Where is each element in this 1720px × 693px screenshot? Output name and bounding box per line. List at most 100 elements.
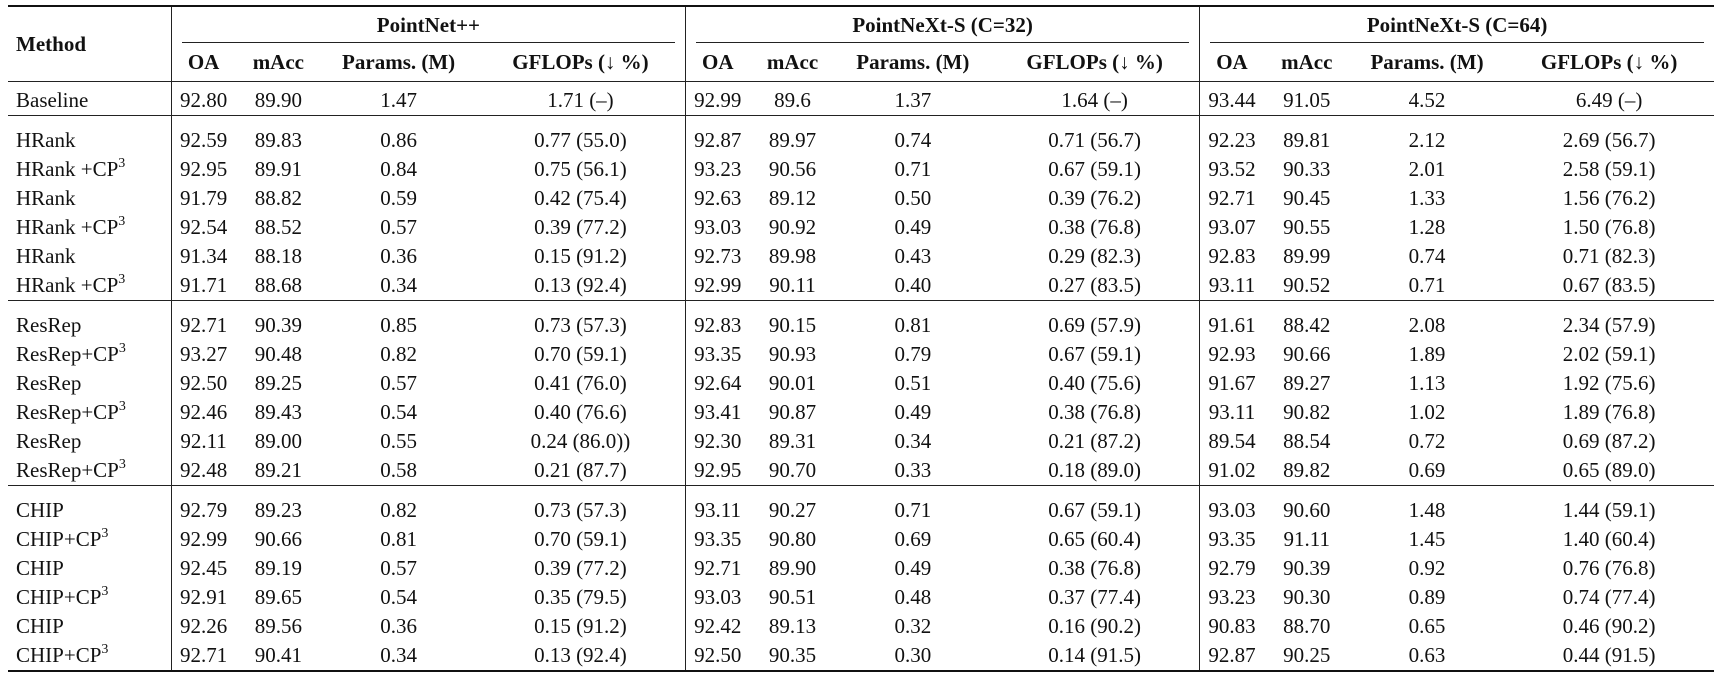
value-cell: 92.11: [170, 427, 236, 456]
value-cell: 0.71: [894, 157, 932, 181]
method-cell: HRank: [8, 242, 171, 271]
value-cell: 92.99: [685, 81, 750, 116]
value-cell: 93.27: [170, 340, 236, 369]
value-cell: 89.65: [254, 585, 302, 609]
table-row: HRank +CP3 91.71 88.68 0.34 0.13 (92.4) 92.99…: [8, 271, 1714, 301]
value-cell: 88.42: [1283, 313, 1331, 337]
value-cell: 0.70 (59.1): [534, 342, 627, 366]
value-cell: 92.99: [170, 525, 236, 554]
value-cell: 1.56 (76.2): [1562, 186, 1656, 210]
value-cell: 92.42: [685, 612, 750, 641]
value-cell: 89.54: [1199, 427, 1264, 456]
value-cell: 92.64: [685, 369, 750, 398]
value-cell: 90.51: [768, 585, 817, 609]
table-row: ResRep+CP3 92.48 89.21 0.58 0.21 (87.7) 92.95…: [8, 456, 1714, 486]
value-cell: 1.89 (76.8): [1562, 400, 1656, 424]
value-cell: 88.54: [1283, 429, 1331, 453]
value-cell: 92.23: [1199, 122, 1264, 155]
value-cell: 92.93: [1199, 340, 1264, 369]
value-cell: 4.52: [1408, 88, 1446, 112]
value-cell: 0.73 (57.3): [534, 313, 627, 337]
method-name: ResRep+CP: [16, 458, 119, 482]
value-cell: 0.82: [380, 342, 417, 366]
value-cell: 1.28: [1408, 215, 1446, 239]
value-cell: 0.54: [380, 585, 417, 609]
header-row-groups: Method PointNet++ PointNeXt-S (C=32) Poi…: [8, 6, 1714, 82]
value-cell: 0.42 (75.4): [534, 186, 627, 210]
method-cell: ResRep+CP3: [8, 456, 171, 486]
value-cell: 93.41: [685, 398, 750, 427]
method-cell: ResRep: [8, 369, 171, 398]
value-cell: 1.71 (–): [547, 88, 614, 112]
value-cell: 88.68: [254, 273, 302, 297]
value-cell: 92.71: [1199, 184, 1264, 213]
value-cell: 0.40 (76.6): [534, 400, 627, 424]
results-table: Method PointNet++ PointNeXt-S (C=32) Poi…: [8, 5, 1714, 672]
value-cell: 90.33: [1283, 157, 1331, 181]
value-cell: 1.37: [894, 88, 932, 112]
method-name: CHIP: [16, 556, 64, 580]
subcol-header: Params. (M): [1370, 49, 1484, 74]
value-cell: 92.73: [685, 242, 750, 271]
value-cell: 2.08: [1408, 313, 1446, 337]
value-cell: 0.89: [1408, 585, 1446, 609]
table-row: HRank +CP3 92.95 89.91 0.84 0.75 (56.1) 93.23…: [8, 155, 1714, 184]
subcol-header: mAcc: [766, 49, 819, 74]
value-cell: 92.87: [685, 122, 750, 155]
value-cell: 0.67 (83.5): [1562, 273, 1656, 297]
value-cell: 0.37 (77.4): [1048, 585, 1142, 609]
value-cell: 90.39: [1283, 556, 1331, 580]
value-cell: 1.48: [1408, 498, 1446, 522]
value-cell: 0.71 (82.3): [1562, 244, 1656, 268]
value-cell: 1.13: [1408, 371, 1446, 395]
group-header-pointnext-c64: PointNeXt-S (C=64): [1199, 6, 1714, 43]
value-cell: 92.45: [170, 554, 236, 583]
table-row: CHIP+CP3 92.91 89.65 0.54 0.35 (79.5) 93.03 90…: [8, 583, 1714, 612]
value-cell: 90.66: [254, 527, 302, 551]
table-row: ResRep 92.50 89.25 0.57 0.41 (76.0) 92.64 90.0…: [8, 369, 1714, 398]
value-cell: 0.81: [380, 527, 417, 551]
value-cell: 0.70 (59.1): [534, 527, 627, 551]
value-cell: 93.11: [1199, 398, 1264, 427]
subcol-header: OA: [1199, 43, 1264, 82]
value-cell: 92.95: [170, 155, 236, 184]
value-cell: 90.60: [1283, 498, 1331, 522]
value-cell: 0.72: [1408, 429, 1446, 453]
value-cell: 89.97: [768, 128, 817, 152]
method-superscript: 3: [101, 526, 109, 541]
value-cell: 1.40 (60.4): [1562, 527, 1656, 551]
table-row: ResRep+CP3 93.27 90.48 0.82 0.70 (59.1) 93.35…: [8, 340, 1714, 369]
value-cell: 93.52: [1199, 155, 1264, 184]
value-cell: 90.41: [254, 643, 302, 667]
subcol-header: GFLOPs (↓ %): [512, 49, 649, 74]
value-cell: 93.03: [685, 213, 750, 242]
value-cell: 1.64 (–): [1061, 88, 1128, 112]
value-cell: 92.99: [685, 271, 750, 301]
value-cell: 89.83: [254, 128, 302, 152]
value-cell: 0.44 (91.5): [1562, 643, 1656, 667]
method-superscript: 3: [101, 642, 109, 657]
value-cell: 90.27: [768, 498, 817, 522]
table-row: HRank 92.59 89.83 0.86 0.77 (55.0) 92.87 89.97…: [8, 122, 1714, 155]
value-cell: 91.11: [1283, 527, 1330, 551]
subcol-header: mAcc: [1281, 49, 1333, 74]
method-name: ResRep+CP: [16, 342, 119, 366]
value-cell: 89.13: [768, 614, 817, 638]
value-cell: 0.67 (59.1): [1048, 498, 1142, 522]
value-cell: 88.52: [254, 215, 302, 239]
value-cell: 89.91: [254, 157, 302, 181]
value-cell: 0.55: [380, 429, 417, 453]
method-superscript: 3: [118, 156, 126, 171]
value-cell: 0.65 (89.0): [1562, 458, 1656, 482]
value-cell: 0.14 (91.5): [1048, 643, 1142, 667]
method-superscript: 3: [118, 214, 126, 229]
method-cell: ResRep: [8, 307, 171, 340]
method-cell: CHIP: [8, 554, 171, 583]
section-separator: [8, 115, 1714, 122]
value-cell: 89.27: [1283, 371, 1331, 395]
value-cell: 0.71: [1408, 273, 1446, 297]
value-cell: 89.12: [768, 186, 817, 210]
method-name: HRank +CP: [16, 273, 119, 297]
method-name: CHIP+CP: [16, 585, 102, 609]
